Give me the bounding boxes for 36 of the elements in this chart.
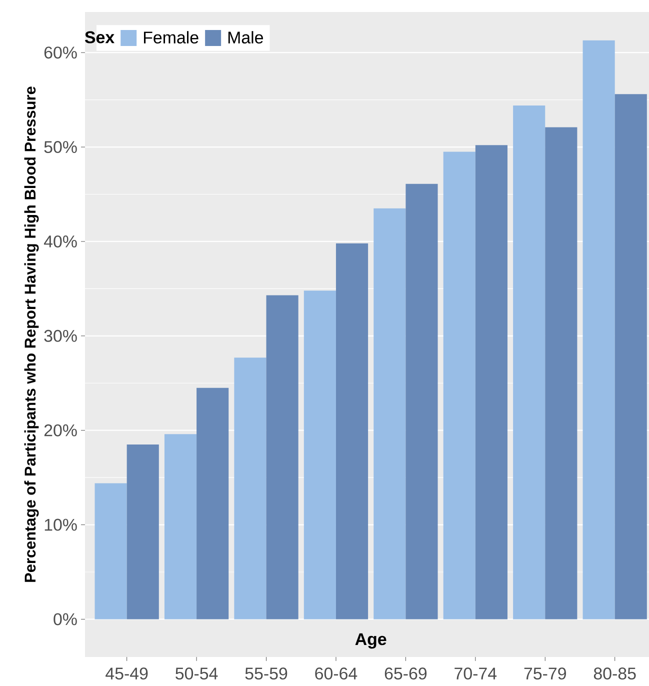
x-tick-label: 50-54 xyxy=(176,668,218,680)
legend-title: Sex xyxy=(84,31,114,44)
bar xyxy=(164,434,197,620)
bar xyxy=(443,152,476,620)
y-tick-label: 40% xyxy=(44,235,77,248)
x-tick-label: 80-85 xyxy=(594,668,636,680)
bar xyxy=(234,358,266,620)
y-tick-label: 50% xyxy=(44,141,77,154)
y-tick-label: 20% xyxy=(44,424,77,436)
x-tick-label: 60-64 xyxy=(315,668,358,680)
x-axis-title: Age xyxy=(355,633,386,649)
bar xyxy=(304,290,336,620)
bar xyxy=(266,295,298,620)
bar xyxy=(126,444,159,620)
x-tick-label: 70-74 xyxy=(454,668,497,680)
x-tick-label: 75-79 xyxy=(524,668,566,680)
x-tick-label: 45-49 xyxy=(106,668,148,680)
y-tick-label: 10% xyxy=(44,518,77,531)
y-tick-label: 30% xyxy=(44,330,77,342)
y-tick-label: 60% xyxy=(44,46,77,59)
bar xyxy=(582,40,615,620)
bar xyxy=(336,243,368,620)
x-tick-label: 65-69 xyxy=(384,668,427,680)
bar xyxy=(406,184,438,620)
bar xyxy=(513,105,546,620)
legend-label: Female xyxy=(144,31,198,44)
y-tick-label: 0% xyxy=(54,613,77,626)
bar xyxy=(196,388,229,620)
bar xyxy=(475,145,508,620)
legend-label: Male xyxy=(228,31,264,44)
bar xyxy=(374,208,406,620)
bar xyxy=(545,127,578,620)
bar xyxy=(94,483,127,620)
bar xyxy=(614,94,647,620)
y-axis-title: Percentage of Participants who Report Having High Blood Pressure xyxy=(24,86,39,582)
x-tick-label: 55-59 xyxy=(245,668,288,680)
